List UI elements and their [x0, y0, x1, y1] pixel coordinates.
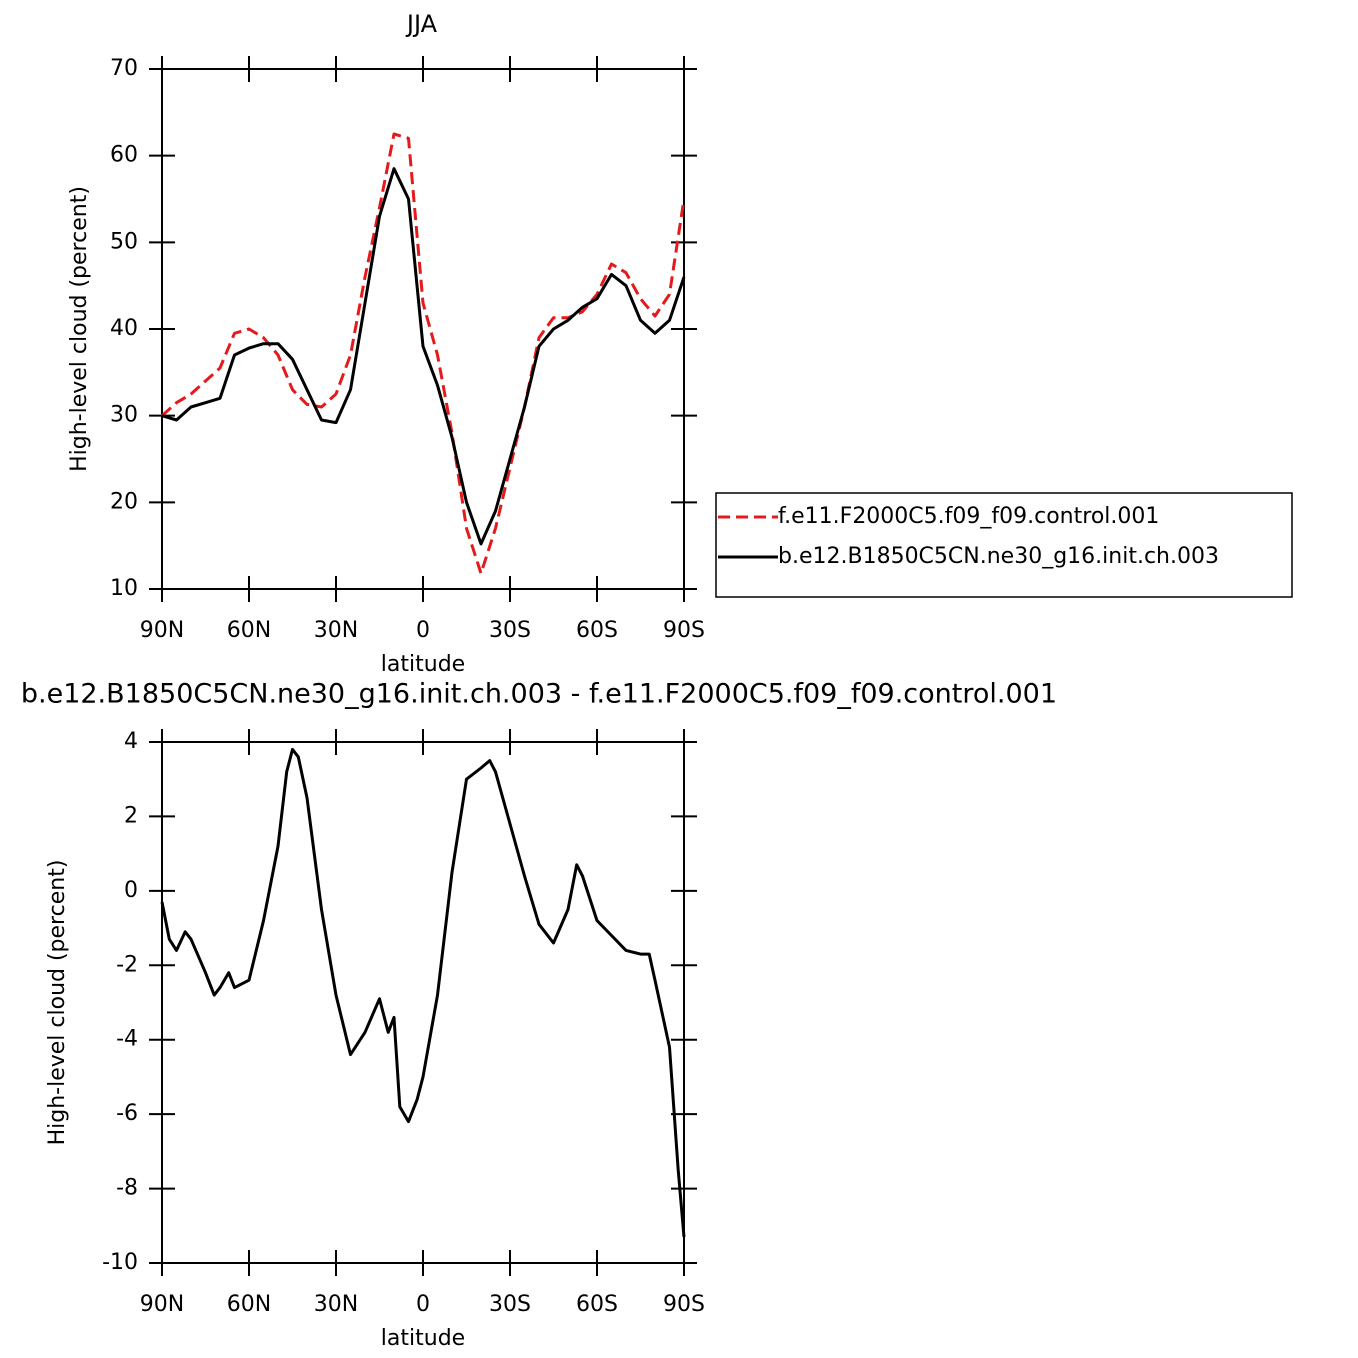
data-line: [161, 167, 686, 546]
y-tick-label: 30: [110, 403, 138, 428]
y-axis-label: High-level cloud (percent): [45, 860, 70, 1146]
x-tick-label: 30N: [314, 1292, 358, 1317]
y-tick-label: -2: [116, 952, 138, 977]
y-tick-label: 70: [110, 56, 138, 81]
legend-box: [715, 492, 1293, 598]
y-tick-label: 50: [110, 229, 138, 254]
y-tick-label: 0: [124, 878, 138, 903]
x-tick-label: 30S: [489, 618, 531, 643]
y-tick-label: 60: [110, 143, 138, 168]
x-tick-label: 60N: [227, 618, 271, 643]
x-tick-label: 60S: [576, 618, 618, 643]
x-axis-label: latitude: [381, 652, 465, 677]
x-axis-label: latitude: [381, 1326, 465, 1351]
plot-frame: [161, 741, 685, 1264]
legend-label: f.e11.F2000C5.f09_f09.control.001: [778, 504, 1159, 529]
x-tick-label: 60N: [227, 1292, 271, 1317]
chart-title: b.e12.B1850C5CN.ne30_g16.init.ch.003 - f…: [21, 679, 1057, 710]
y-tick-label: -4: [116, 1027, 138, 1052]
x-tick-label: 90N: [140, 618, 184, 643]
data-line: [160, 132, 686, 575]
x-tick-label: 30N: [314, 618, 358, 643]
y-tick-label: 40: [110, 316, 138, 341]
legend-label: b.e12.B1850C5CN.ne30_g16.init.ch.003: [778, 544, 1219, 569]
y-tick-label: -6: [116, 1101, 138, 1126]
y-tick-label: -10: [102, 1250, 138, 1275]
data-line: [160, 747, 686, 1238]
x-tick-label: 90S: [663, 618, 705, 643]
y-axis-label: High-level cloud (percent): [67, 186, 92, 472]
y-tick-label: 10: [110, 576, 138, 601]
x-tick-label: 60S: [576, 1292, 618, 1317]
x-tick-label: 0: [416, 618, 430, 643]
x-tick-label: 0: [416, 1292, 430, 1317]
y-tick-label: 4: [124, 729, 138, 754]
y-tick-label: 20: [110, 489, 138, 514]
chart-title: JJA: [405, 10, 438, 38]
x-tick-label: 90N: [140, 1292, 184, 1317]
plot-frame: [161, 68, 685, 590]
x-tick-label: 30S: [489, 1292, 531, 1317]
x-tick-label: 90S: [663, 1292, 705, 1317]
y-tick-label: 2: [124, 803, 138, 828]
y-tick-label: -8: [116, 1176, 138, 1201]
